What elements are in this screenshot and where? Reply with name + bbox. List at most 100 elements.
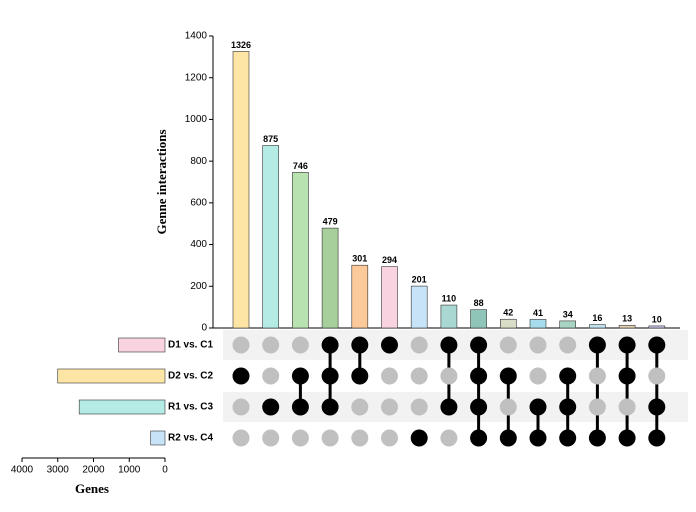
matrix-dot [291, 429, 309, 447]
matrix-dot [648, 367, 666, 385]
bar-value-label: 1326 [231, 40, 251, 50]
matrix-dot [559, 429, 577, 447]
matrix-dot [618, 336, 636, 354]
matrix-dot [351, 367, 369, 385]
matrix-dot [440, 367, 458, 385]
matrix-dot [648, 398, 666, 416]
bar [292, 172, 309, 329]
bar [559, 320, 577, 329]
bar-value-label: 479 [323, 216, 338, 226]
set-label: R1 vs. C3 [168, 402, 213, 413]
bar [232, 51, 250, 329]
matrix-dot [321, 429, 339, 447]
bar [470, 309, 487, 329]
matrix-dot [410, 398, 428, 416]
x-tick-label: 1000 [118, 465, 141, 476]
matrix-dot [588, 398, 606, 416]
matrix-dot [351, 398, 369, 416]
set-bar [78, 399, 166, 415]
x-tick-label: 3000 [47, 465, 70, 476]
matrix-dot [648, 429, 666, 447]
matrix-dot [470, 367, 488, 385]
set-label: R2 vs. C4 [168, 433, 213, 444]
matrix-dot [499, 398, 517, 416]
matrix-dot [559, 336, 577, 354]
matrix-dot [588, 336, 606, 354]
matrix-dot [618, 367, 636, 385]
matrix-dot [529, 398, 547, 416]
bar-value-label: 88 [474, 298, 484, 308]
matrix-dot [232, 429, 250, 447]
bar-value-label: 13 [622, 314, 632, 324]
set-label: D1 vs. C1 [168, 340, 213, 351]
matrix-dot [440, 429, 458, 447]
matrix-dot [321, 367, 339, 385]
matrix-dot [232, 398, 250, 416]
bar-value-label: 42 [503, 308, 513, 318]
x-tick-label: 0 [162, 465, 168, 476]
set-bar [118, 337, 166, 353]
matrix-dot [381, 398, 398, 416]
bar [648, 325, 666, 329]
matrix-dot [291, 336, 309, 354]
y-tick-label: 600 [190, 197, 207, 208]
set-bar [57, 368, 166, 384]
matrix-dot [262, 398, 280, 416]
matrix-dot [351, 336, 369, 354]
bar [529, 319, 547, 329]
matrix-dot [410, 367, 428, 385]
set-label: D2 vs. C2 [168, 371, 213, 382]
y-tick-label: 200 [190, 281, 207, 292]
y-tick-label: 1200 [185, 72, 208, 83]
matrix-dot [381, 336, 398, 354]
bar-value-label: 294 [382, 255, 397, 265]
x-tick-label: 4000 [11, 465, 34, 476]
matrix-dot [559, 367, 577, 385]
bar-value-label: 110 [442, 293, 457, 303]
bar-value-label: 746 [293, 161, 308, 171]
bar-value-label: 41 [533, 308, 543, 318]
bar [351, 264, 369, 329]
matrix-dot [470, 429, 488, 447]
matrix-dot [410, 429, 428, 447]
bar [589, 324, 606, 329]
matrix-dot [618, 429, 636, 447]
y-tick-label: 0 [201, 323, 207, 334]
matrix-dot [262, 336, 280, 354]
matrix-dot [262, 367, 280, 385]
bar-value-label: 10 [652, 314, 662, 324]
y-tick-label: 1000 [185, 114, 208, 125]
matrix-dot [499, 367, 517, 385]
x-tick-label: 2000 [82, 465, 105, 476]
matrix-dot [588, 429, 606, 447]
matrix-dot [262, 429, 280, 447]
matrix-dot [440, 398, 458, 416]
matrix-dot [648, 336, 666, 354]
matrix-dot [351, 429, 369, 447]
matrix-dot [499, 429, 517, 447]
matrix-dot [618, 398, 636, 416]
matrix-dot [232, 336, 250, 354]
bar-value-label: 16 [592, 313, 602, 323]
matrix-dot [291, 367, 309, 385]
matrix-dot [529, 429, 547, 447]
matrix-dot [470, 398, 488, 416]
matrix-dot [291, 398, 309, 416]
bar [499, 318, 517, 329]
bar-value-label: 875 [263, 134, 278, 144]
matrix-dot [232, 367, 250, 385]
y-tick-label: 400 [190, 239, 207, 250]
bar-value-label: 301 [352, 254, 367, 264]
y-axis-label: Genne interactions [154, 129, 169, 234]
matrix-dot [499, 336, 517, 354]
set-bar [150, 430, 166, 446]
y-tick-label: 800 [190, 156, 207, 167]
matrix-dot [321, 336, 339, 354]
bar [440, 304, 458, 329]
bar-value-label: 201 [412, 274, 427, 284]
matrix-dot [588, 367, 606, 385]
bar [410, 285, 428, 329]
matrix-dot [381, 429, 398, 447]
matrix-dot [559, 398, 577, 416]
